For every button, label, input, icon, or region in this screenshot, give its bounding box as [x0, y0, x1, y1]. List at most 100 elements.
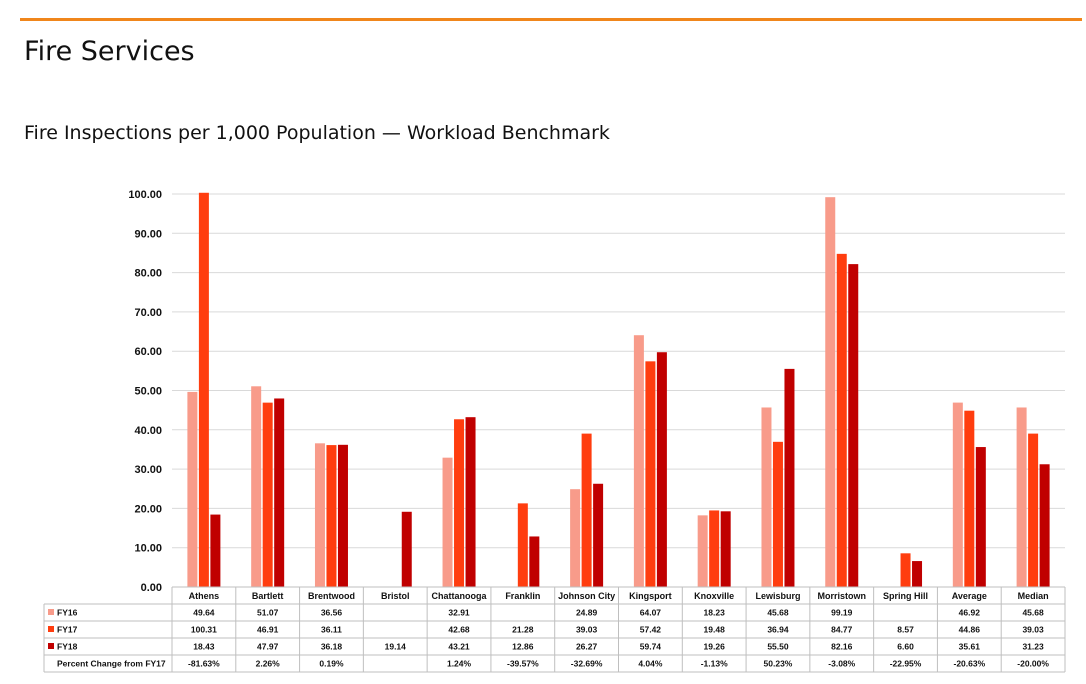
category-label: Lewisburg — [755, 591, 800, 601]
bar-fy16 — [187, 391, 198, 587]
legend-label: FY16 — [57, 608, 78, 618]
table-cell: 32.91 — [448, 608, 470, 618]
y-tick-label: 50.00 — [134, 386, 162, 398]
table-cell: 55.50 — [767, 642, 789, 652]
category-label: Bartlett — [252, 591, 284, 601]
category-label: Brentwood — [308, 591, 355, 601]
table-cell: 45.68 — [767, 608, 789, 618]
bar-fy16 — [442, 457, 453, 587]
row-label: Percent Change from FY17 — [57, 659, 166, 669]
bar-fy18 — [912, 561, 923, 587]
y-tick-label: 30.00 — [134, 464, 162, 476]
bar-fy17 — [326, 445, 337, 587]
bar-fy16 — [633, 335, 644, 587]
bar-fy18 — [593, 483, 604, 587]
table-cell: 36.18 — [321, 642, 343, 652]
bar-fy18 — [1039, 464, 1050, 587]
table-cell: 45.68 — [1022, 608, 1044, 618]
table-cell: 84.77 — [831, 625, 853, 635]
y-tick-label: 100.00 — [128, 189, 162, 201]
category-label: Athens — [189, 591, 220, 601]
legend-label: FY18 — [57, 642, 78, 652]
bar-fy18 — [784, 368, 795, 587]
table-cell: 18.43 — [193, 642, 215, 652]
y-tick-label: 80.00 — [134, 268, 162, 280]
table-cell: 39.03 — [1022, 625, 1044, 635]
bar-fy17 — [1028, 433, 1039, 587]
bar-fy18 — [465, 417, 476, 587]
bar-fy18 — [210, 514, 221, 587]
category-label: Knoxville — [694, 591, 734, 601]
table-cell: 12.86 — [512, 642, 534, 652]
y-tick-label: 70.00 — [134, 307, 162, 319]
table-cell: 46.91 — [257, 625, 279, 635]
bar-fy18 — [274, 398, 285, 587]
table-cell: 46.92 — [959, 608, 981, 618]
y-tick-label: 90.00 — [134, 228, 162, 240]
table-cell: 50.23% — [764, 659, 793, 669]
bar-fy18 — [656, 352, 667, 587]
category-label: Bristol — [381, 591, 410, 601]
table-cell: 36.56 — [321, 608, 343, 618]
bar-fy16 — [570, 489, 581, 587]
bar-fy17 — [836, 253, 847, 588]
bar-fy17 — [517, 503, 528, 587]
category-label: Kingsport — [629, 591, 672, 601]
page-title: Fire Services — [24, 36, 195, 67]
table-cell: -81.63% — [188, 659, 220, 669]
bar-fy17 — [900, 553, 911, 587]
table-cell: 8.57 — [897, 625, 914, 635]
header-accent-bar — [20, 18, 1082, 21]
bar-fy16 — [1016, 407, 1027, 587]
bar-fy16 — [825, 197, 836, 588]
bar-fy18 — [529, 536, 540, 587]
y-tick-label: 60.00 — [134, 346, 162, 358]
bar-fy18 — [720, 511, 731, 587]
table-cell: 44.86 — [959, 625, 981, 635]
bar-fy17 — [198, 192, 209, 588]
chart-subtitle: Fire Inspections per 1,000 Population — … — [24, 122, 610, 144]
bar-fy16 — [697, 515, 708, 587]
category-label: Johnson City — [558, 591, 615, 601]
table-cell: 19.14 — [385, 642, 407, 652]
table-cell: 31.23 — [1022, 642, 1044, 652]
bar-fy17 — [262, 402, 273, 587]
table-cell: 57.42 — [640, 625, 662, 635]
category-label: Chattanooga — [432, 591, 488, 601]
table-cell: 99.19 — [831, 608, 853, 618]
table-cell: 6.60 — [897, 642, 914, 652]
bar-fy17 — [964, 410, 975, 587]
table-cell: -32.69% — [571, 659, 603, 669]
table-cell: -20.63% — [953, 659, 985, 669]
bar-fy16 — [761, 407, 772, 587]
y-tick-label: 40.00 — [134, 425, 162, 437]
legend-swatch-fy17 — [48, 626, 54, 632]
y-tick-label: 20.00 — [134, 503, 162, 515]
table-cell: 19.48 — [704, 625, 726, 635]
bar-fy16 — [314, 443, 325, 587]
table-cell: 1.24% — [447, 659, 472, 669]
bar-fy17 — [709, 510, 720, 587]
table-cell: -20.00% — [1017, 659, 1049, 669]
table-cell: 2.26% — [256, 659, 281, 669]
category-label: Average — [952, 591, 987, 601]
table-cell: -22.95% — [890, 659, 922, 669]
table-cell: 21.28 — [512, 625, 534, 635]
table-cell: -39.57% — [507, 659, 539, 669]
table-cell: 26.27 — [576, 642, 598, 652]
table-cell: 43.21 — [448, 642, 470, 652]
table-cell: 36.94 — [767, 625, 789, 635]
table-cell: 64.07 — [640, 608, 662, 618]
bar-fy18 — [337, 444, 348, 587]
table-cell: 36.11 — [321, 625, 342, 635]
table-cell: -3.08% — [828, 659, 855, 669]
bar-fy18 — [401, 511, 412, 587]
table-cell: 18.23 — [704, 608, 726, 618]
table-cell: 59.74 — [640, 642, 662, 652]
bar-fy17 — [772, 441, 783, 587]
bar-fy17 — [581, 433, 592, 587]
table-cell: 0.19% — [319, 659, 344, 669]
table-cell: 51.07 — [257, 608, 279, 618]
bar-fy17 — [454, 419, 465, 587]
